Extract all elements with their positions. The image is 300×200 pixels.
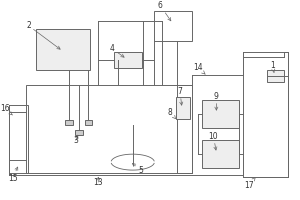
Text: 9: 9	[214, 92, 219, 110]
Bar	[202, 100, 239, 128]
Bar	[202, 140, 239, 168]
Bar	[154, 11, 192, 41]
Bar	[36, 29, 90, 70]
Bar	[75, 130, 83, 135]
Bar	[26, 85, 192, 173]
Text: 4: 4	[110, 44, 124, 57]
Bar	[85, 120, 92, 125]
Text: 3: 3	[73, 135, 78, 145]
Bar	[9, 105, 28, 173]
Text: 16: 16	[0, 104, 12, 115]
Text: 7: 7	[178, 87, 183, 105]
Bar	[176, 97, 190, 119]
Bar	[266, 70, 284, 82]
Bar	[177, 85, 192, 173]
Text: 15: 15	[8, 167, 18, 183]
Text: 17: 17	[244, 178, 255, 190]
Bar	[243, 52, 288, 177]
Text: 1: 1	[270, 61, 275, 73]
Text: 13: 13	[94, 177, 103, 187]
Bar	[65, 120, 73, 125]
Text: 6: 6	[158, 1, 171, 21]
Text: 8: 8	[168, 108, 176, 119]
Text: 5: 5	[132, 163, 143, 175]
Text: 2: 2	[26, 21, 60, 49]
Text: 14: 14	[193, 63, 205, 74]
Text: 10: 10	[208, 132, 218, 150]
Bar	[114, 52, 142, 68]
